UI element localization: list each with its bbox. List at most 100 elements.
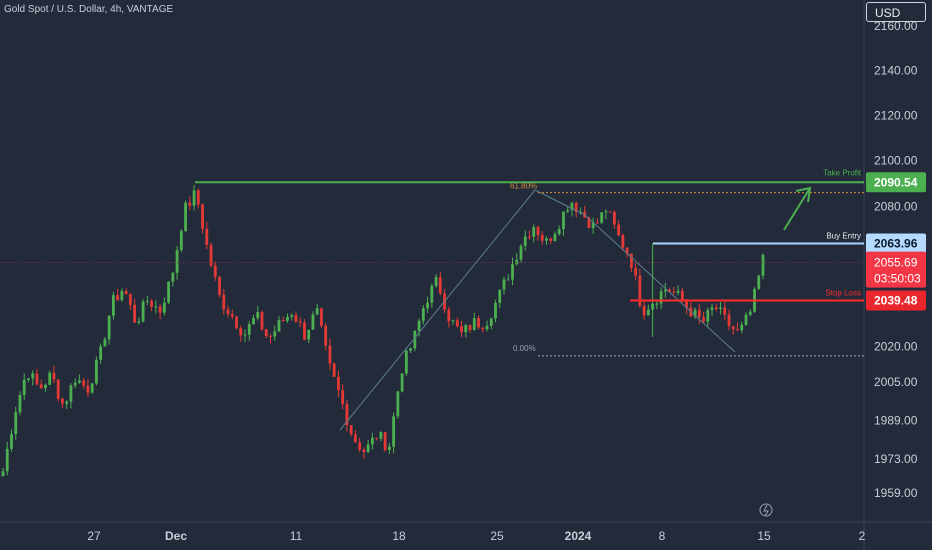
candle-body <box>477 318 480 328</box>
y-tick-label: 2140.00 <box>874 63 918 77</box>
candle-body <box>179 230 183 250</box>
candle-body <box>387 446 391 451</box>
candle-body <box>748 311 752 315</box>
candle-body <box>557 229 561 235</box>
candle-body <box>621 235 625 248</box>
candle-body <box>269 335 272 337</box>
candle-body <box>27 378 30 380</box>
candle-body <box>86 385 90 393</box>
candle-body <box>307 329 311 340</box>
stop-loss-label: Stop Loss <box>825 289 861 298</box>
candle-body <box>519 245 523 260</box>
candle-body <box>375 437 379 439</box>
candle-body <box>629 253 633 268</box>
candle-body <box>120 291 124 301</box>
candle-body <box>383 432 387 451</box>
y-tick-label: 2080.00 <box>874 199 918 213</box>
candle-body <box>345 403 349 426</box>
candle-body <box>663 289 667 292</box>
candle-body <box>502 279 506 290</box>
candle-body <box>218 276 221 295</box>
candle-body <box>286 316 289 321</box>
candle-body <box>489 318 493 326</box>
candle-body <box>434 277 438 286</box>
candle-body <box>196 190 200 205</box>
candle-body <box>205 228 209 245</box>
candle-body <box>646 309 650 316</box>
candle-body <box>566 210 570 212</box>
candle-body <box>379 432 383 439</box>
candle-body <box>141 301 145 322</box>
candle-body <box>311 314 315 330</box>
candle-body <box>366 444 370 453</box>
candle-body <box>332 363 336 377</box>
candle-body <box>617 224 621 236</box>
candle-body <box>209 244 213 266</box>
candle-body <box>706 310 710 322</box>
candle-body <box>392 416 396 447</box>
candle-body <box>659 291 663 304</box>
candle-body <box>264 329 268 336</box>
candle-body <box>731 326 735 330</box>
candle-body <box>324 325 328 346</box>
candle-body <box>56 379 60 399</box>
candle-body <box>562 211 565 230</box>
candle-body <box>243 334 247 336</box>
stop-loss-tag: 2039.48 <box>874 294 918 308</box>
candle-body <box>154 306 158 308</box>
x-tick-label: 2 <box>859 529 866 543</box>
candle-body <box>213 265 217 277</box>
candle-body <box>464 325 468 333</box>
candle-body <box>230 313 234 317</box>
candle-body <box>511 264 514 280</box>
candle-body <box>714 307 718 310</box>
currency-button[interactable]: USD <box>866 2 926 22</box>
candle-body <box>5 448 9 472</box>
candle-body <box>192 190 196 206</box>
candle-body <box>409 348 412 351</box>
candle-body <box>417 320 421 331</box>
take-profit-tag-bg <box>866 172 926 193</box>
candle-body <box>162 302 166 313</box>
candle-body <box>549 238 553 241</box>
candle-body <box>710 307 714 311</box>
pattern-line <box>534 189 586 216</box>
candle-body <box>137 321 141 323</box>
candle-body <box>298 321 302 323</box>
candle-body <box>719 307 722 310</box>
candle-body <box>528 236 531 238</box>
candle-body <box>349 425 353 435</box>
candle-body <box>35 373 39 385</box>
candle-body <box>48 372 52 385</box>
candle-body <box>290 315 294 317</box>
candle-body <box>10 434 13 449</box>
candle-body <box>634 267 638 276</box>
lightning-icon[interactable] <box>759 503 773 517</box>
candle-body <box>18 394 22 413</box>
y-tick-label: 2100.00 <box>874 154 918 168</box>
candle-body <box>396 391 400 417</box>
y-tick-label: 2160.00 <box>874 19 918 33</box>
candle-body <box>277 320 281 332</box>
candle-body <box>451 320 455 322</box>
x-tick-label: 2024 <box>565 529 592 543</box>
y-tick-label: 2005.00 <box>874 375 918 389</box>
arrow-shaft <box>783 187 811 231</box>
candle-body <box>506 279 510 281</box>
candle-body <box>133 304 137 323</box>
candle-body <box>273 331 277 337</box>
candle-body <box>303 322 306 340</box>
candle-body <box>31 373 35 379</box>
candle-body <box>65 401 69 404</box>
candle-body <box>591 222 595 229</box>
y-tick-label: 2120.00 <box>874 108 918 122</box>
candle-body <box>82 380 86 386</box>
candle-body <box>226 309 230 314</box>
candle-body <box>116 295 120 301</box>
candle-body <box>545 238 548 241</box>
candle-body <box>69 385 73 402</box>
candle-body <box>95 359 98 384</box>
x-tick-label: Dec <box>165 529 187 543</box>
